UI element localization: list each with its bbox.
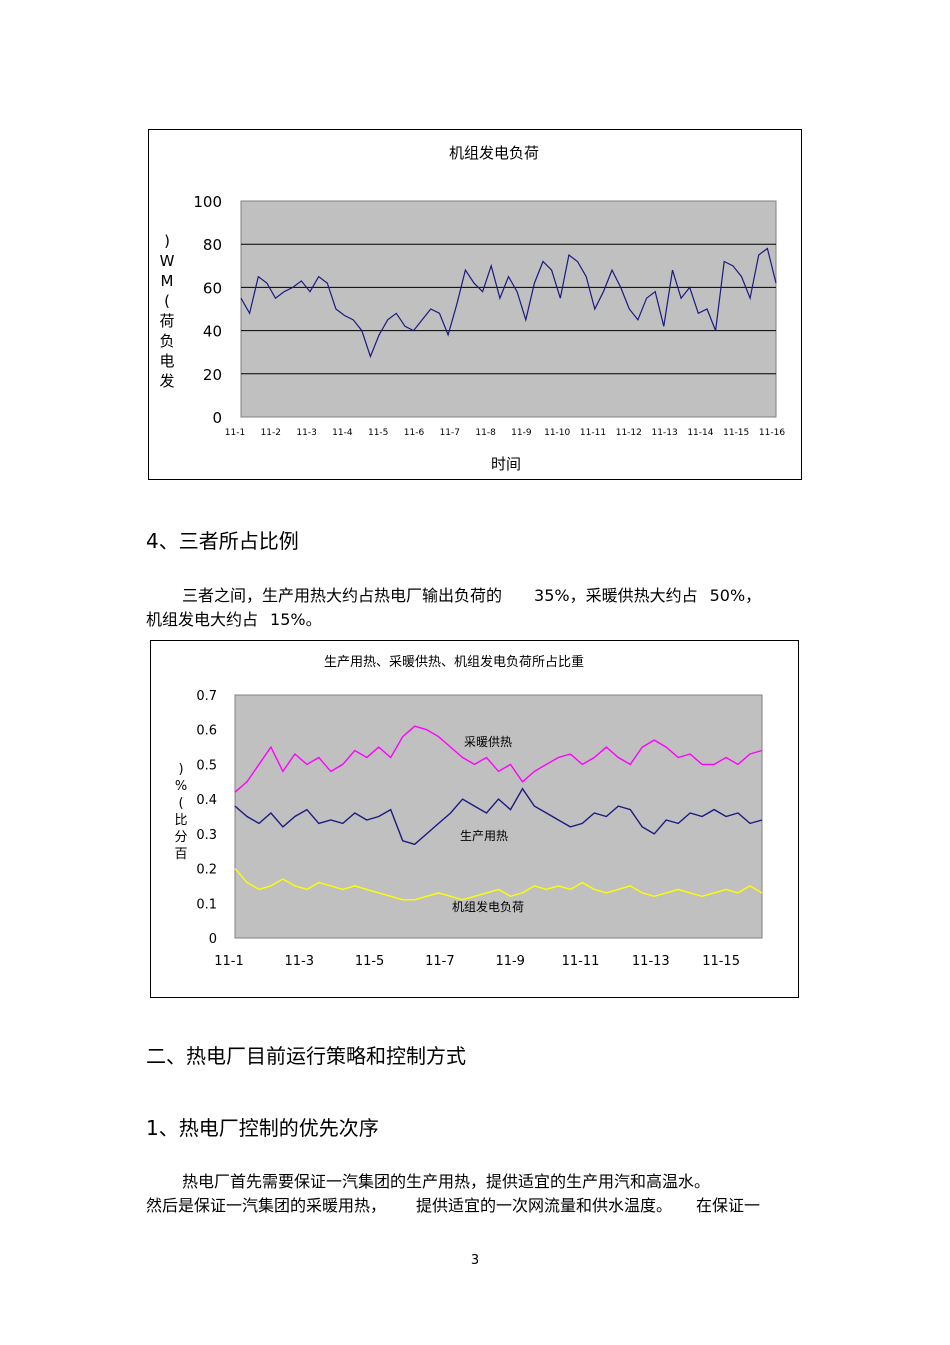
paragraph-line-2: 机组发电大约占 15%。: [146, 608, 322, 632]
x-tick-label: 11-5: [355, 954, 385, 969]
para-text: 然后是保证一汽集团的采暖用热，: [146, 1196, 387, 1215]
x-tick-label: 11-5: [368, 428, 388, 438]
series-label: 机组发电负荷: [452, 899, 524, 914]
x-tick-label: 11-7: [425, 954, 455, 969]
pct-heating: 50%: [709, 586, 746, 605]
para-text: 提供适宜的一次网流量和供水温度。: [416, 1196, 673, 1215]
x-tick-labels: 11-1 11-3 11-5 11-7 11-9 11-11 11-13 11-15: [214, 954, 740, 969]
y-tick-label: 0.6: [196, 724, 217, 739]
paragraph-line-4: 然后是保证一汽集团的采暖用热， 提供适宜的一次网流量和供水温度。 在保证一: [146, 1194, 760, 1218]
x-tick-label: 11-14: [687, 428, 713, 438]
y-axis-label: )% ( 比分百: [174, 762, 187, 862]
series-label: 采暖供热: [464, 735, 512, 749]
y-axis-label-char: 分: [174, 830, 187, 845]
x-tick-label: 11-11: [562, 954, 600, 969]
para-text: 在保证一: [696, 1196, 761, 1215]
x-tick-label: 11-9: [495, 954, 525, 969]
page-number: 3: [470, 1253, 480, 1268]
chart-title: 生产用热、采暖供热、机组发电负荷所占比重: [324, 654, 584, 670]
x-axis-label: 时间: [491, 455, 521, 473]
x-tick-label: 11-15: [723, 428, 749, 438]
para-text: 机组发电大约占: [146, 610, 259, 629]
para-text: ，采暖供热大约占: [569, 586, 698, 605]
y-axis-label-char: %: [175, 779, 187, 794]
x-tick-label: 11-3: [285, 954, 315, 969]
x-tick-label: 11-8: [475, 428, 496, 438]
x-tick-label: 11-11: [580, 428, 606, 438]
para-text: 三者之间，生产用热大约占热电厂输出负荷的: [182, 586, 503, 605]
y-axis-label-char: W: [160, 252, 175, 270]
load-share-chart-svg: 生产用热、采暖供热、机组发电负荷所占比重 )% ( 比分百 0 0.1 0.2 0.3 0.…: [174, 654, 763, 969]
y-tick-label: 60: [203, 279, 222, 297]
paragraph-line-3: 热电厂首先需要保证一汽集团的生产用热，提供适宜的生产用汽和高温水。: [182, 1172, 711, 1191]
x-tick-label: 11-13: [632, 954, 670, 969]
y-axis-label-char: 负: [159, 332, 174, 350]
x-tick-label: 11-12: [616, 428, 642, 438]
section-heading-two: 二、热电厂目前运行策略和控制方式: [146, 1044, 466, 1068]
series-line: [234, 868, 763, 901]
para-text: ，: [745, 586, 762, 605]
x-tick-label: 11-9: [511, 428, 532, 438]
y-axis-label-char: 发: [159, 372, 174, 390]
series-label: 生产用热: [460, 829, 508, 843]
generation-load-series-line: [240, 247, 777, 359]
pct-generation: 15%: [270, 610, 306, 629]
y-tick-label: 0.2: [196, 863, 217, 878]
y-tick-label: 40: [203, 323, 222, 341]
y-axis-label-char: 比: [174, 813, 187, 828]
x-tick-label: 11-6: [404, 428, 425, 438]
x-tick-label: 11-1: [225, 428, 245, 438]
x-tick-label: 11-4: [332, 428, 353, 438]
y-axis-label-char: (: [164, 292, 170, 310]
y-axis-label-char: 荷: [159, 312, 174, 330]
x-tick-label: 11-7: [440, 428, 460, 438]
y-tick-label: 0.1: [196, 897, 217, 912]
y-tick-labels: 0 20 40 60 80 100: [193, 193, 222, 427]
x-tick-label: 11-3: [296, 428, 316, 438]
gridlines: [241, 243, 776, 375]
x-tick-labels: 11-1 11-2 11-3 11-4 11-5 11-6 11-7 11-8 11-9 11-1…: [225, 428, 786, 438]
x-tick-label: 11-16: [759, 428, 785, 438]
plot-area: [240, 200, 777, 418]
section-heading-1: 1、热电厂控制的优先次序: [146, 1116, 379, 1140]
y-axis-label-char: ): [164, 232, 170, 250]
y-tick-label: 0.7: [196, 689, 217, 704]
pct-production: 35%: [534, 586, 570, 605]
series-line: [234, 787, 763, 846]
y-tick-label: 20: [203, 366, 222, 384]
y-tick-label: 0: [212, 409, 222, 427]
x-tick-label: 11-10: [544, 428, 570, 438]
y-axis-label-char: 电: [159, 352, 174, 370]
paragraph-line-1: 三者之间，生产用热大约占热电厂输出负荷的 35%，采暖供热大约占 50%，: [182, 584, 761, 608]
y-axis-label-char: ): [178, 762, 183, 777]
y-tick-labels: 0 0.1 0.2 0.3 0.4 0.5 0.6 0.7: [196, 689, 217, 947]
y-axis-label-char: 百: [174, 847, 187, 862]
chart-title: 机组发电负荷: [449, 144, 539, 162]
series-lines: [234, 725, 763, 901]
y-tick-label: 100: [193, 193, 222, 211]
y-tick-label: 0: [209, 932, 217, 947]
x-tick-label: 11-13: [652, 428, 678, 438]
x-tick-label: 11-2: [261, 428, 281, 438]
y-axis-label-char: (: [178, 796, 183, 811]
section-heading-4: 4、三者所占比例: [146, 529, 299, 553]
para-text: 。: [305, 610, 322, 629]
load-share-chart: 生产用热、采暖供热、机组发电负荷所占比重 )% ( 比分百 0 0.1 0.2 0.3 0.…: [150, 640, 799, 998]
y-tick-label: 0.3: [196, 828, 217, 843]
y-tick-label: 0.5: [196, 758, 217, 773]
generation-load-chart: 机组发电负荷 ) W M(荷负电发 0 20 40 60 80 100 11-1 11-2 11-…: [148, 129, 802, 480]
x-tick-label: 11-1: [214, 954, 244, 969]
y-tick-label: 80: [203, 236, 222, 254]
x-tick-label: 11-15: [702, 954, 740, 969]
y-axis-label-char: M: [161, 272, 174, 290]
series-line: [234, 725, 763, 793]
y-tick-label: 0.4: [196, 793, 217, 808]
plot-area: [234, 694, 763, 939]
